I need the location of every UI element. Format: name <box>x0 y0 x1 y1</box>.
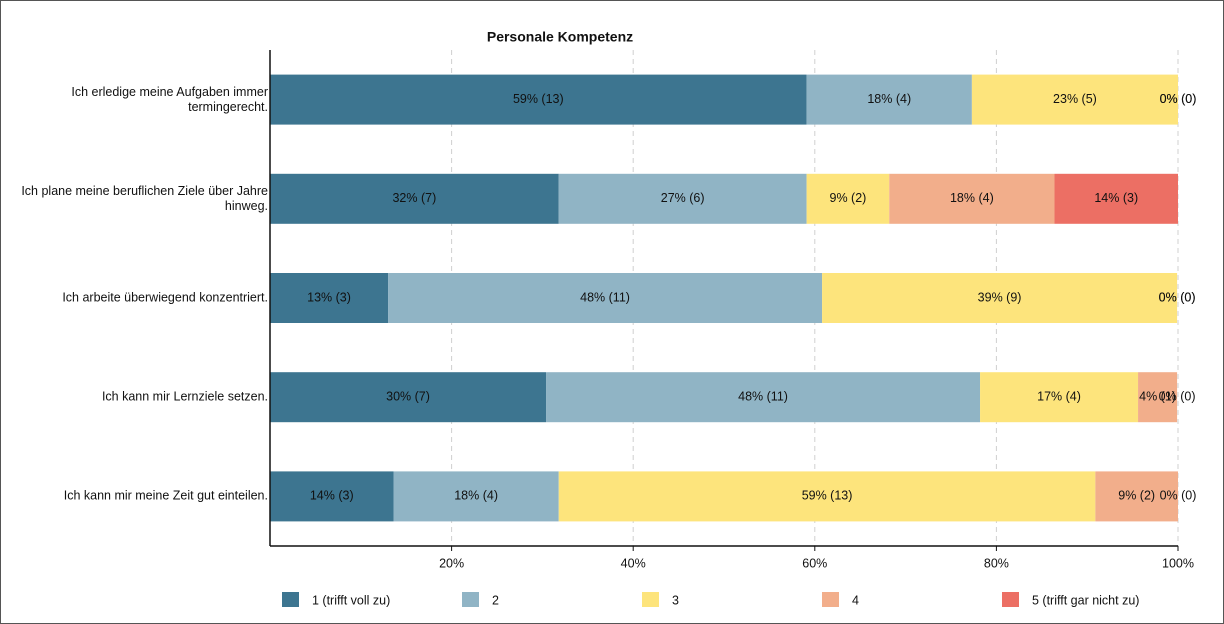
value-label: 18% (4) <box>950 191 994 205</box>
bar-segment <box>806 74 972 125</box>
bar-segment <box>980 372 1139 423</box>
value-label: 14% (3) <box>310 489 354 503</box>
x-tick-label: 100% <box>1162 556 1194 570</box>
bar-segment <box>546 372 981 423</box>
bar-segment <box>558 471 1096 522</box>
bar-segment <box>270 74 807 125</box>
value-label: 59% (13) <box>802 489 853 503</box>
x-tick-label: 80% <box>984 556 1009 570</box>
bar-segment <box>822 273 1178 323</box>
value-label: 0% (0) <box>1159 389 1196 403</box>
legend-swatch <box>282 592 299 607</box>
chart-title: Personale Kompetenz <box>487 29 633 45</box>
value-label: 9% (2) <box>1118 489 1155 503</box>
bar-segment <box>270 471 394 522</box>
bar-segment <box>1095 471 1178 522</box>
bar-segment <box>806 173 890 224</box>
value-label: 14% (3) <box>1094 191 1138 205</box>
value-label: 9% (2) <box>830 191 867 205</box>
legend-label: 3 <box>672 593 679 607</box>
category-label: Ich erledige meine Aufgaben immer termin… <box>71 84 268 114</box>
value-label: 0% (0) <box>1160 92 1197 106</box>
value-label: 48% (11) <box>738 389 788 403</box>
category-label: Ich arbeite überwiegend konzentriert. <box>62 290 268 305</box>
bar-segment <box>971 74 1178 125</box>
category-label: Ich kann mir meine Zeit gut einteilen. <box>63 488 268 503</box>
value-label: 0% (0) <box>1160 92 1197 106</box>
value-label: 18% (4) <box>867 92 911 106</box>
value-label: 17% (4) <box>1037 389 1081 403</box>
legend-label: 4 <box>852 593 859 607</box>
value-label: 59% (13) <box>513 92 564 106</box>
legend-swatch <box>462 592 479 607</box>
legend-label: 1 (trifft voll zu) <box>312 593 390 607</box>
legend-label: 5 (trifft gar nicht zu) <box>1032 593 1139 607</box>
value-label: 0% (0) <box>1160 489 1197 503</box>
value-label: 0% (0) <box>1159 290 1196 304</box>
x-tick-label: 60% <box>802 556 827 570</box>
value-label: 4% (1) <box>1139 389 1176 403</box>
value-label: 30% (7) <box>386 389 430 403</box>
legend-label: 2 <box>492 593 499 607</box>
value-label: 48% (11) <box>580 290 630 304</box>
bar-segment <box>270 273 389 323</box>
bar-segment <box>393 471 559 522</box>
legend-swatch <box>1002 592 1019 607</box>
bar-segment <box>889 173 1055 224</box>
bar-segment <box>1138 372 1178 423</box>
bar-segment <box>270 372 547 423</box>
bar-segment <box>558 173 807 224</box>
value-label: 39% (9) <box>978 290 1022 304</box>
legend-swatch <box>642 592 659 607</box>
value-label: 18% (4) <box>454 489 498 503</box>
bar-segment <box>388 273 823 323</box>
value-label: 32% (7) <box>392 191 436 205</box>
bar-segment <box>1054 173 1178 224</box>
value-label: 23% (5) <box>1053 92 1097 106</box>
category-label: Ich kann mir Lernziele setzen. <box>101 389 268 404</box>
bar-segment <box>270 173 559 224</box>
legend-swatch <box>822 592 839 607</box>
x-tick-label: 20% <box>439 556 464 570</box>
value-label: 27% (6) <box>661 191 705 205</box>
value-label: 13% (3) <box>307 290 351 304</box>
value-label: 0% (0) <box>1159 290 1196 304</box>
x-tick-label: 40% <box>621 556 646 570</box>
category-label: Ich plane meine beruflichen Ziele über J… <box>21 183 268 213</box>
